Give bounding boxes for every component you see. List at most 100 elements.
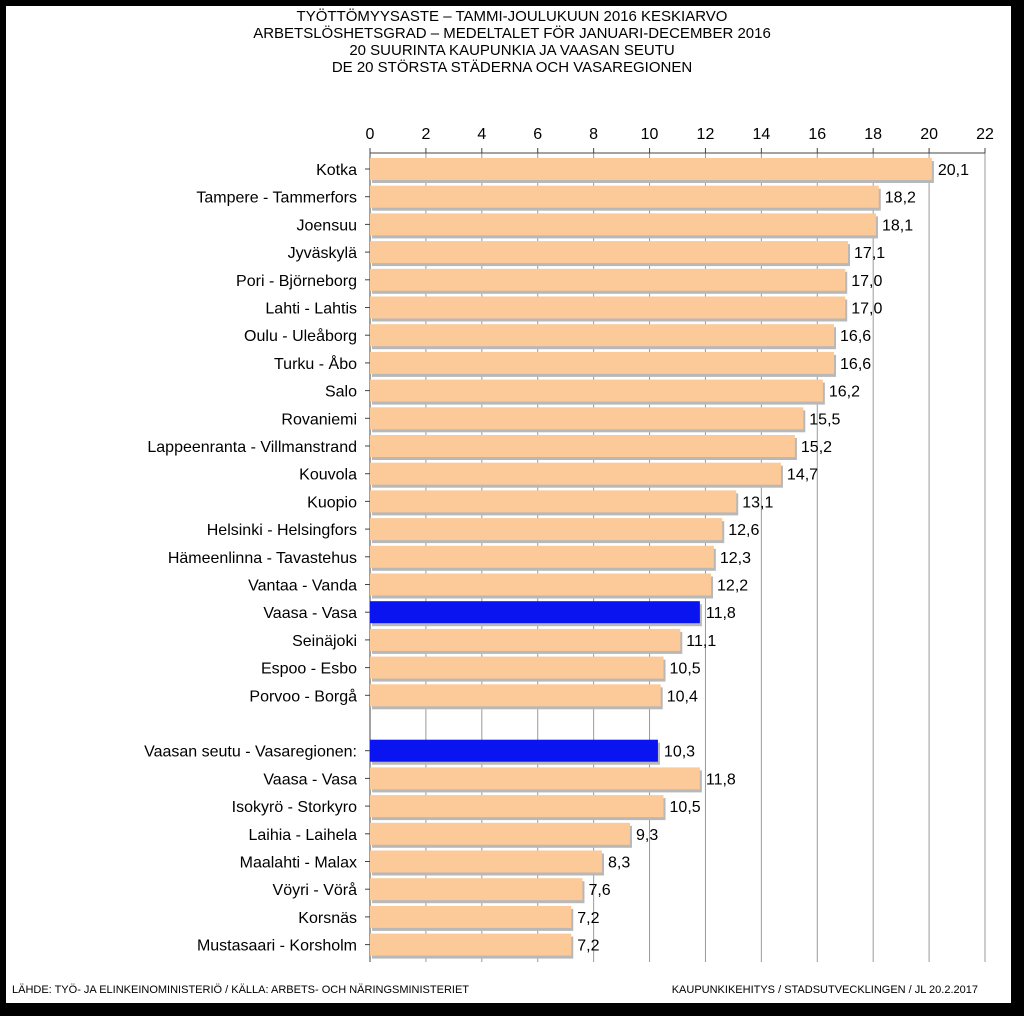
value-label: 10,4 <box>667 688 698 705</box>
bar <box>370 462 781 485</box>
bar <box>370 656 664 679</box>
bar <box>370 324 835 347</box>
value-label: 8,3 <box>608 855 630 872</box>
category-label: Lahti - Lahtis <box>265 301 357 318</box>
category-label: Helsinki - Helsingfors <box>207 522 357 539</box>
bar <box>370 795 664 818</box>
x-tick-label: 6 <box>533 126 542 143</box>
bar <box>370 241 849 264</box>
x-tick-label: 18 <box>864 126 882 143</box>
x-tick-label: 0 <box>366 126 375 143</box>
category-label: Vaasa - Vasa <box>263 771 357 788</box>
value-label: 16,2 <box>829 384 860 401</box>
value-label: 12,6 <box>728 522 759 539</box>
title-line-2: ARBETSLÖSHETSGRAD – MEDELTALET FÖR JANUA… <box>253 25 771 42</box>
bar <box>370 351 835 374</box>
x-tick-label: 10 <box>641 126 659 143</box>
value-label: 12,2 <box>717 578 748 595</box>
source-note: LÄHDE: TYÖ- JA ELINKEINOMINISTERIÖ / KÄL… <box>12 984 469 996</box>
bar <box>370 545 714 568</box>
category-label: Vöyri - Vörå <box>273 881 358 899</box>
x-tick-label: 2 <box>421 126 430 143</box>
bar <box>370 213 876 236</box>
category-label: Rovaniemi <box>281 411 357 428</box>
category-label: Jyväskylä <box>288 245 357 262</box>
bar <box>370 933 572 956</box>
bar <box>370 628 681 651</box>
value-label: 11,8 <box>706 771 736 788</box>
category-label: Maalahti - Malax <box>240 855 357 872</box>
bar <box>370 296 846 319</box>
bar-highlight <box>370 601 700 624</box>
title-line-3: 20 SUURINTA KAUPUNKIA JA VAASAN SEUTU <box>349 42 675 59</box>
bar <box>370 905 572 928</box>
x-tick-label: 4 <box>477 126 486 143</box>
category-label: Laihia - Laihela <box>248 827 357 844</box>
category-label: Mustasaari - Korsholm <box>197 938 357 955</box>
credit-note: KAUPUNKIKEHITYS / STADSUTVECKLINGEN / JL… <box>671 984 978 996</box>
category-label: Salo <box>325 384 357 401</box>
bar <box>370 185 879 208</box>
bar <box>370 684 661 707</box>
category-label: Kuopio <box>307 494 357 511</box>
value-label: 18,1 <box>882 217 913 234</box>
value-label: 11,1 <box>686 633 716 650</box>
bar <box>370 407 804 430</box>
value-label: 18,2 <box>885 190 916 207</box>
category-label: Vaasan seutu - Vasaregionen: <box>144 744 357 761</box>
title-line-1: TYÖTTÖMYYSASTE – TAMMI-JOULUKUUN 2016 KE… <box>296 8 728 25</box>
value-label: 17,0 <box>851 301 882 318</box>
value-label: 14,7 <box>787 467 818 484</box>
category-label: Kotka <box>316 162 357 179</box>
value-label: 10,5 <box>670 661 701 678</box>
value-label: 16,6 <box>840 328 871 345</box>
value-label: 7,2 <box>577 938 599 955</box>
value-label: 17,0 <box>851 273 882 290</box>
value-label: 16,6 <box>840 356 871 373</box>
value-label: 13,1 <box>742 494 773 511</box>
x-tick-label: 14 <box>752 126 770 143</box>
x-tick-label: 12 <box>697 126 715 143</box>
category-label: Lappeenranta - Villmanstrand <box>147 439 357 456</box>
value-label: 9,3 <box>636 827 658 844</box>
bar <box>370 518 723 541</box>
value-label: 10,3 <box>664 744 695 761</box>
bar <box>370 379 823 402</box>
x-tick-label: 22 <box>976 126 994 143</box>
bar <box>370 878 583 901</box>
bar <box>370 435 795 457</box>
value-label: 11,8 <box>706 605 736 622</box>
bar <box>370 767 700 790</box>
category-label: Turku - Åbo <box>274 354 357 373</box>
category-label: Espoo - Esbo <box>261 661 357 678</box>
category-label: Joensuu <box>297 217 358 234</box>
category-label: Vaasa - Vasa <box>263 605 357 622</box>
category-label: Kouvola <box>299 467 357 484</box>
category-label: Oulu - Uleåborg <box>244 327 357 345</box>
category-label: Vantaa - Vanda <box>248 578 357 595</box>
bar <box>370 158 932 180</box>
bar <box>370 822 630 845</box>
category-label: Tampere - Tammerfors <box>196 190 357 207</box>
value-label: 17,1 <box>854 245 885 262</box>
bar <box>370 850 603 873</box>
category-label: Seinäjoki <box>292 633 357 650</box>
value-label: 7,2 <box>577 910 599 927</box>
category-label: Porvoo - Borgå <box>249 687 357 705</box>
value-label: 10,5 <box>670 799 701 816</box>
bar-highlight <box>370 739 658 762</box>
category-label: Hämeenlinna - Tavastehus <box>168 550 357 567</box>
value-label: 15,5 <box>809 411 840 428</box>
category-label: Pori - Björneborg <box>236 273 357 290</box>
value-label: 12,3 <box>720 550 751 567</box>
title-line-4: DE 20 STÖRSTA STÄDERNA OCH VASAREGIONEN <box>331 59 693 76</box>
value-label: 20,1 <box>938 162 969 179</box>
x-tick-label: 20 <box>920 126 938 143</box>
x-tick-label: 16 <box>808 126 826 143</box>
chart-title: TYÖTTÖMYYSASTE – TAMMI-JOULUKUUN 2016 KE… <box>0 8 1024 76</box>
category-label: Isokyrö - Storkyro <box>232 799 357 816</box>
bar <box>370 490 737 513</box>
x-tick-label: 8 <box>589 126 598 143</box>
bar <box>370 268 846 291</box>
